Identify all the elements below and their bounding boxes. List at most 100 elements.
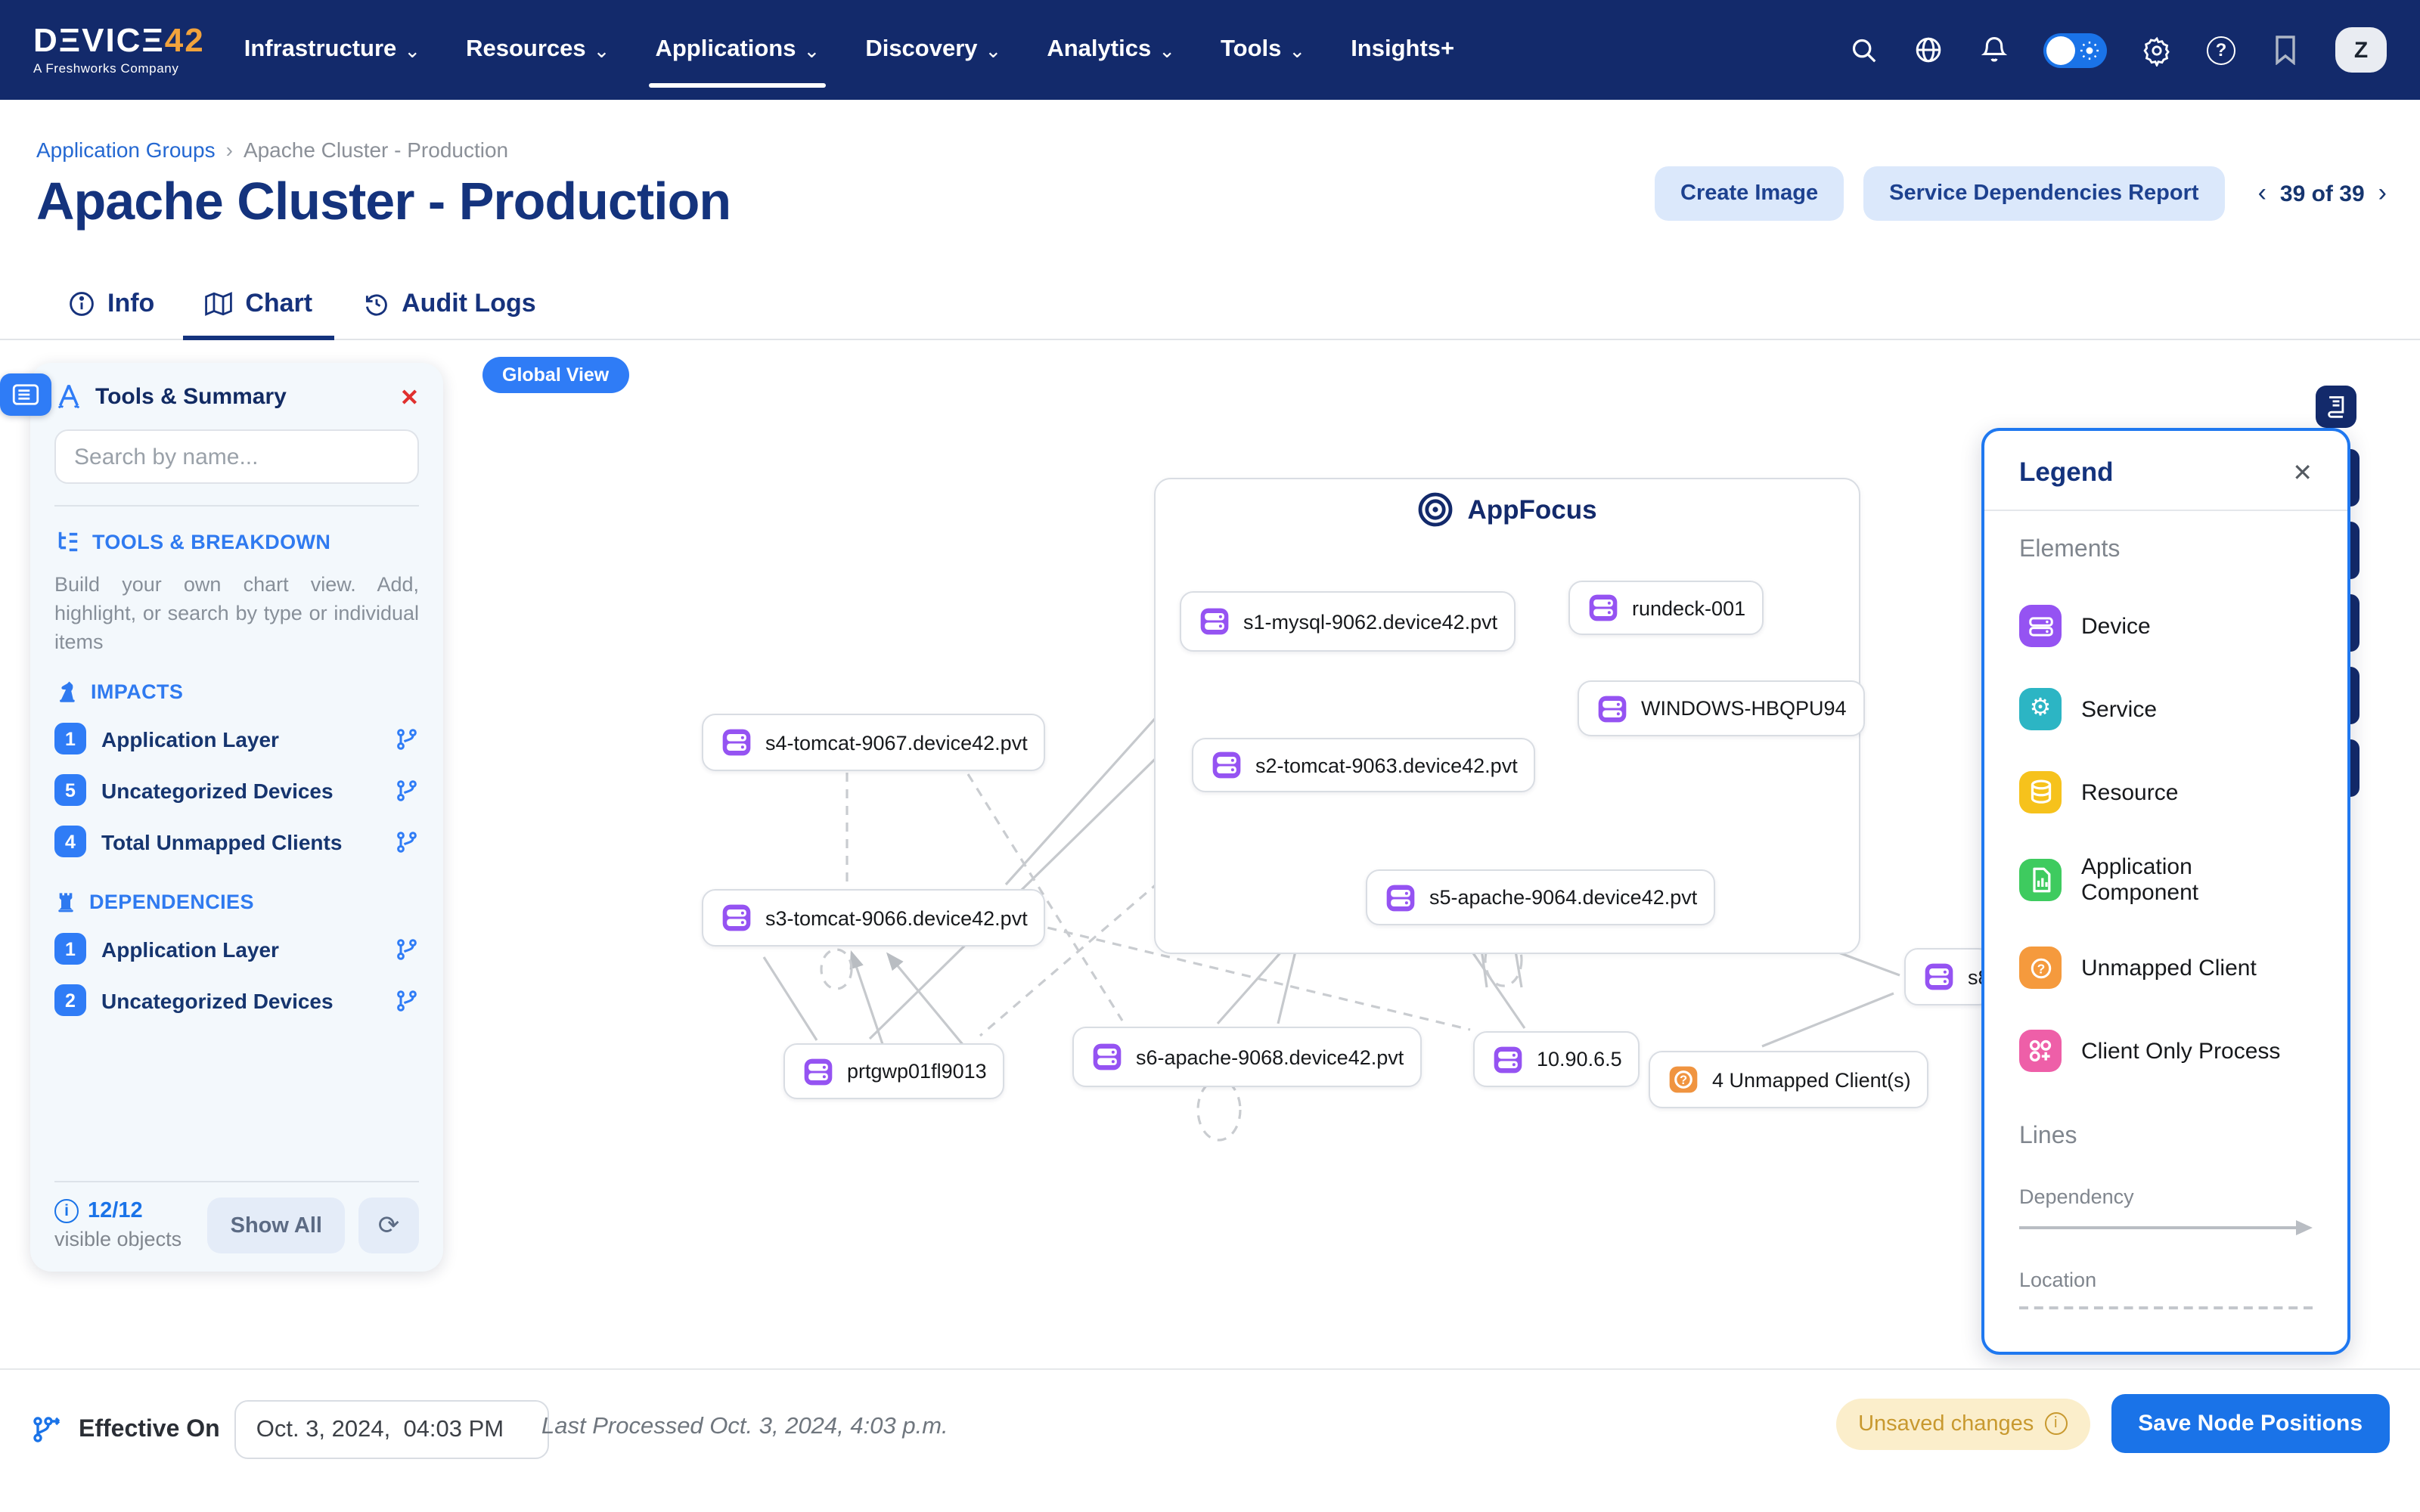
count-badge: 4 bbox=[54, 826, 86, 858]
legend-toggle-button[interactable] bbox=[2316, 386, 2356, 428]
device42-logo[interactable]: DΞVICΞ42 A Freshworks Company bbox=[33, 21, 205, 76]
bookmark-icon[interactable] bbox=[2270, 35, 2301, 65]
chevron-down-icon: ⌄ bbox=[1289, 39, 1306, 62]
node-windows-hbqpu94[interactable]: WINDOWS-HBQPU94 bbox=[1578, 680, 1865, 736]
legend-item-unmapped-client: ? Unmapped Client bbox=[2019, 947, 2313, 989]
legend-elements-heading: Elements bbox=[2019, 537, 2121, 562]
record-pager: ‹ 39 of 39 › bbox=[2258, 178, 2387, 209]
panel-divider bbox=[54, 1181, 419, 1182]
device-icon bbox=[2019, 605, 2062, 647]
branch-icon[interactable] bbox=[395, 937, 419, 962]
node-prtgwp01fl9013[interactable]: prtgwp01fl9013 bbox=[783, 1043, 1005, 1099]
node-s2-tomcat[interactable]: s2-tomcat-9063.device42.pvt bbox=[1192, 738, 1536, 792]
menu-analytics[interactable]: Analytics ⌄ bbox=[1047, 36, 1175, 62]
history-icon bbox=[365, 294, 386, 316]
appfocus-group-title: AppFocus bbox=[1154, 491, 1860, 528]
node-s4-tomcat[interactable]: s4-tomcat-9067.device42.pvt bbox=[702, 714, 1046, 771]
menu-resources[interactable]: Resources ⌄ bbox=[466, 36, 610, 62]
user-avatar[interactable]: Z bbox=[2335, 27, 2387, 73]
device-icon bbox=[722, 729, 751, 756]
node-10-90-6-5[interactable]: 10.90.6.5 bbox=[1473, 1031, 1640, 1087]
tab-info[interactable]: Info bbox=[68, 269, 154, 339]
breadcrumb-application-groups[interactable]: Application Groups bbox=[36, 138, 216, 162]
pager-next-icon[interactable]: › bbox=[2378, 178, 2387, 207]
show-all-button[interactable]: Show All bbox=[207, 1198, 345, 1253]
help-icon[interactable]: ? bbox=[2207, 36, 2235, 64]
pager-position: 39 of 39 bbox=[2279, 181, 2365, 206]
legend-item-application-component: Application Component bbox=[2019, 854, 2313, 906]
impact-total-unmapped-clients[interactable]: 4 Total Unmapped Clients bbox=[54, 826, 419, 858]
dependency-uncategorized-devices[interactable]: 2 Uncategorized Devices bbox=[54, 984, 419, 1017]
device-icon bbox=[1494, 1046, 1522, 1073]
brand-tagline: A Freshworks Company bbox=[33, 60, 179, 76]
branch-icon[interactable] bbox=[395, 830, 419, 854]
menu-discovery[interactable]: Discovery ⌄ bbox=[865, 36, 1002, 62]
info-icon: i bbox=[2044, 1412, 2068, 1435]
footer-bar: Effective On Last Processed Oct. 3, 2024… bbox=[0, 1368, 2420, 1512]
menu-infrastructure[interactable]: Infrastructure ⌄ bbox=[244, 36, 421, 62]
legend-item-client-only-process: Client Only Process bbox=[2019, 1030, 2313, 1072]
branch-icon[interactable] bbox=[395, 727, 419, 751]
menu-tools[interactable]: Tools ⌄ bbox=[1221, 36, 1306, 62]
node-s5-apache[interactable]: s5-apache-9064.device42.pvt bbox=[1366, 869, 1716, 925]
chevron-down-icon: ⌄ bbox=[803, 39, 821, 62]
panel-close-icon[interactable]: ✕ bbox=[399, 385, 419, 411]
tools-summary-title: Tools & Summary bbox=[95, 384, 287, 410]
sun-icon bbox=[2080, 40, 2099, 67]
settings-gear-icon[interactable] bbox=[2142, 35, 2172, 66]
legend-close-icon[interactable]: ✕ bbox=[2292, 460, 2313, 486]
refresh-button[interactable]: ⟳ bbox=[358, 1198, 419, 1253]
top-navbar: DΞVICΞ42 A Freshworks Company Infrastruc… bbox=[0, 0, 2420, 100]
tools-breakdown-heading: TOOLS & BREAKDOWN bbox=[54, 529, 419, 555]
service-dependencies-report-button[interactable]: Service Dependencies Report bbox=[1863, 166, 2225, 221]
create-image-button[interactable]: Create Image bbox=[1655, 166, 1844, 221]
legend-item-service: ⚙ Service bbox=[2019, 688, 2313, 730]
globe-icon[interactable] bbox=[1913, 35, 1944, 65]
unmapped-client-icon: ? bbox=[1669, 1066, 1698, 1093]
pager-prev-icon[interactable]: ‹ bbox=[2257, 178, 2266, 207]
device-icon bbox=[1093, 1043, 1122, 1070]
dependencies-heading: DEPENDENCIES bbox=[54, 891, 419, 914]
save-node-positions-button[interactable]: Save Node Positions bbox=[2111, 1394, 2390, 1453]
chevron-down-icon: ⌄ bbox=[985, 39, 1002, 62]
search-input[interactable] bbox=[54, 429, 419, 484]
branch-icon[interactable] bbox=[395, 989, 419, 1013]
node-s3-tomcat[interactable]: s3-tomcat-9066.device42.pvt bbox=[702, 889, 1046, 947]
menu-insights[interactable]: Insights+ bbox=[1351, 36, 1455, 62]
node-unmapped-clients[interactable]: ? 4 Unmapped Client(s) bbox=[1649, 1051, 1929, 1108]
menu-applications[interactable]: Applications ⌄ bbox=[649, 0, 827, 100]
notifications-bell-icon[interactable] bbox=[1978, 35, 2009, 65]
node-s1-mysql[interactable]: s1-mysql-9062.device42.pvt bbox=[1180, 591, 1516, 652]
brand-42: 42 bbox=[164, 21, 205, 60]
chart-canvas[interactable]: AppFocus Global View s1-mysql-9062.devic… bbox=[0, 340, 2420, 1368]
tools-breakdown-description: Build your own chart view. Add, highligh… bbox=[54, 573, 419, 654]
count-badge: 1 bbox=[54, 723, 86, 755]
panel-collapse-tab[interactable] bbox=[0, 373, 51, 416]
toggle-knob bbox=[2046, 36, 2075, 64]
node-rundeck-001[interactable]: rundeck-001 bbox=[1568, 581, 1764, 635]
branch-icon[interactable] bbox=[395, 779, 419, 803]
impact-uncategorized-devices[interactable]: 5 Uncategorized Devices bbox=[54, 774, 419, 807]
info-icon bbox=[70, 292, 94, 316]
tab-audit-logs[interactable]: Audit Logs bbox=[362, 269, 536, 339]
impact-application-layer[interactable]: 1 Application Layer bbox=[54, 723, 419, 755]
legend-lines-heading: Lines bbox=[2019, 1123, 2077, 1149]
search-icon[interactable] bbox=[1848, 35, 1879, 65]
chess-rook-icon bbox=[58, 894, 73, 913]
compass-tool-icon bbox=[57, 385, 80, 409]
panel-divider bbox=[54, 505, 419, 507]
device-icon bbox=[1200, 608, 1229, 635]
navbar-actions: ? Z bbox=[1848, 27, 2387, 73]
node-s8[interactable]: s8- bbox=[1904, 948, 1992, 1005]
device-icon bbox=[804, 1058, 833, 1085]
node-s6-apache[interactable]: s6-apache-9068.device42.pvt bbox=[1072, 1027, 1423, 1087]
unmapped-client-icon: ? bbox=[2019, 947, 2062, 989]
theme-toggle[interactable] bbox=[2043, 33, 2107, 67]
dependency-application-layer[interactable]: 1 Application Layer bbox=[54, 933, 419, 965]
location-line-sample bbox=[2019, 1306, 2313, 1309]
effective-on-input[interactable] bbox=[234, 1400, 550, 1459]
device-icon bbox=[722, 904, 751, 931]
tab-chart[interactable]: Chart bbox=[183, 269, 335, 341]
svg-text:?: ? bbox=[1680, 1074, 1687, 1087]
